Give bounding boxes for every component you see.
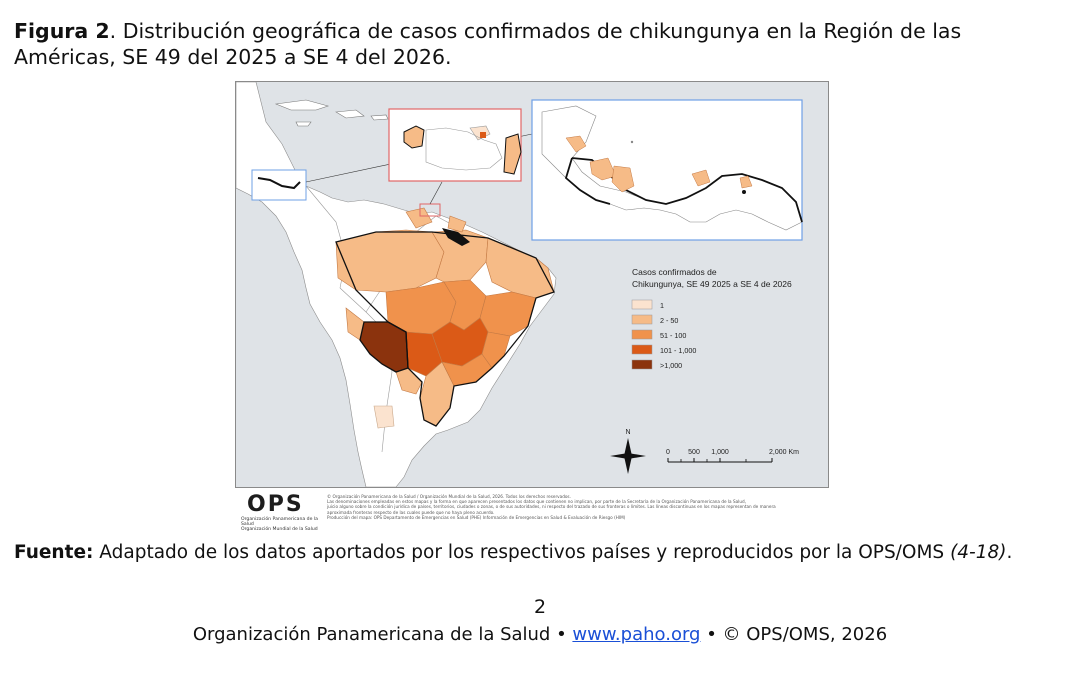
page-footer: Organización Panamericana de la Salud • …	[0, 624, 1080, 645]
ops-subtitle-line2: Organización Mundial de la Salud	[241, 527, 318, 532]
legend-label-4: 101 - 1,000	[660, 346, 696, 355]
footer-rest: • © OPS/OMS, 2026	[700, 624, 888, 645]
disclaimer-line: aproximada fronteras respecto de las cua…	[327, 509, 495, 515]
north-label: N	[625, 429, 630, 436]
legend-swatch-4	[631, 344, 653, 355]
legend-label-5: >1,000	[660, 361, 682, 370]
ops-credit-band: OPS Organización Panamericana de la Salu…	[235, 490, 827, 532]
legend-title-line2: Chikungunya, SE 49 2025 a SE 4 de 2026	[632, 279, 792, 289]
map-legend: Casos confirmados de Chikungunya, SE 49 …	[631, 267, 792, 370]
guianas-coast	[442, 228, 470, 246]
north-arrow: N	[610, 429, 646, 474]
scale-label-1000: 1,000	[711, 449, 729, 456]
footer-org: Organización Panamericana de la Salud •	[192, 624, 573, 645]
scale-label-0: 0	[666, 449, 670, 456]
legend-label-1: 1	[660, 301, 664, 310]
central-america-locator-shape	[257, 177, 301, 190]
connector-line-2	[429, 181, 443, 205]
source-note: Fuente: Adaptado de los datos aportados …	[14, 541, 1066, 565]
affected-country-outlines	[335, 231, 555, 427]
scale-label-500: 500	[688, 449, 700, 456]
page-number: 2	[533, 596, 547, 618]
central-america-inset	[531, 99, 803, 241]
disclaimer-line: © Organización Panamericana de la Salud …	[327, 494, 571, 499]
figure-caption-text: . Distribución geográfica de casos confi…	[14, 19, 962, 69]
map-figure: Casos confirmados de Chikungunya, SE 49 …	[235, 81, 829, 488]
disclaimer-line: Producción del mapa: OPS Departamento de…	[327, 514, 626, 520]
ops-logo: OPS	[247, 492, 304, 517]
paho-link[interactable]: www.paho.org	[572, 624, 701, 645]
guianas-inset	[388, 108, 522, 182]
source-end: .	[1006, 542, 1013, 563]
source-refs: (4-18)	[950, 542, 1007, 563]
map-svg: Casos confirmados de Chikungunya, SE 49 …	[236, 82, 828, 487]
ops-subtitle: Organización Panamericana de la Salud Or…	[241, 517, 321, 532]
legend-swatch-3	[631, 329, 653, 340]
map-disclaimer: © Organización Panamericana de la Salud …	[327, 494, 823, 520]
ops-subtitle-line1: Organización Panamericana de la Salud	[241, 517, 318, 527]
disclaimer-line: juicio alguno sobre la condición jurídic…	[327, 504, 776, 510]
legend-label-2: 2 - 50	[660, 316, 678, 325]
source-label: Fuente:	[14, 542, 94, 563]
figure-label: Figura 2	[14, 19, 110, 43]
legend-title-line1: Casos confirmados de	[632, 267, 717, 277]
figure-caption: Figura 2. Distribución geográfica de cas…	[14, 18, 1066, 70]
scale-label-2000: 2,000 Km	[769, 449, 799, 456]
legend-swatch-2	[631, 314, 653, 325]
legend-label-3: 51 - 100	[660, 331, 686, 340]
disclaimer-line: Las denominaciones empleadas en estos ma…	[327, 499, 746, 505]
legend-swatch-5	[631, 359, 653, 370]
argentina-region	[373, 405, 395, 429]
source-text: Adaptado de los datos aportados por los …	[93, 542, 951, 563]
brazil-states	[335, 207, 555, 427]
scale-bar: 0 500 1,000 2,000 Km	[666, 449, 799, 463]
legend-swatch-1	[631, 299, 653, 310]
